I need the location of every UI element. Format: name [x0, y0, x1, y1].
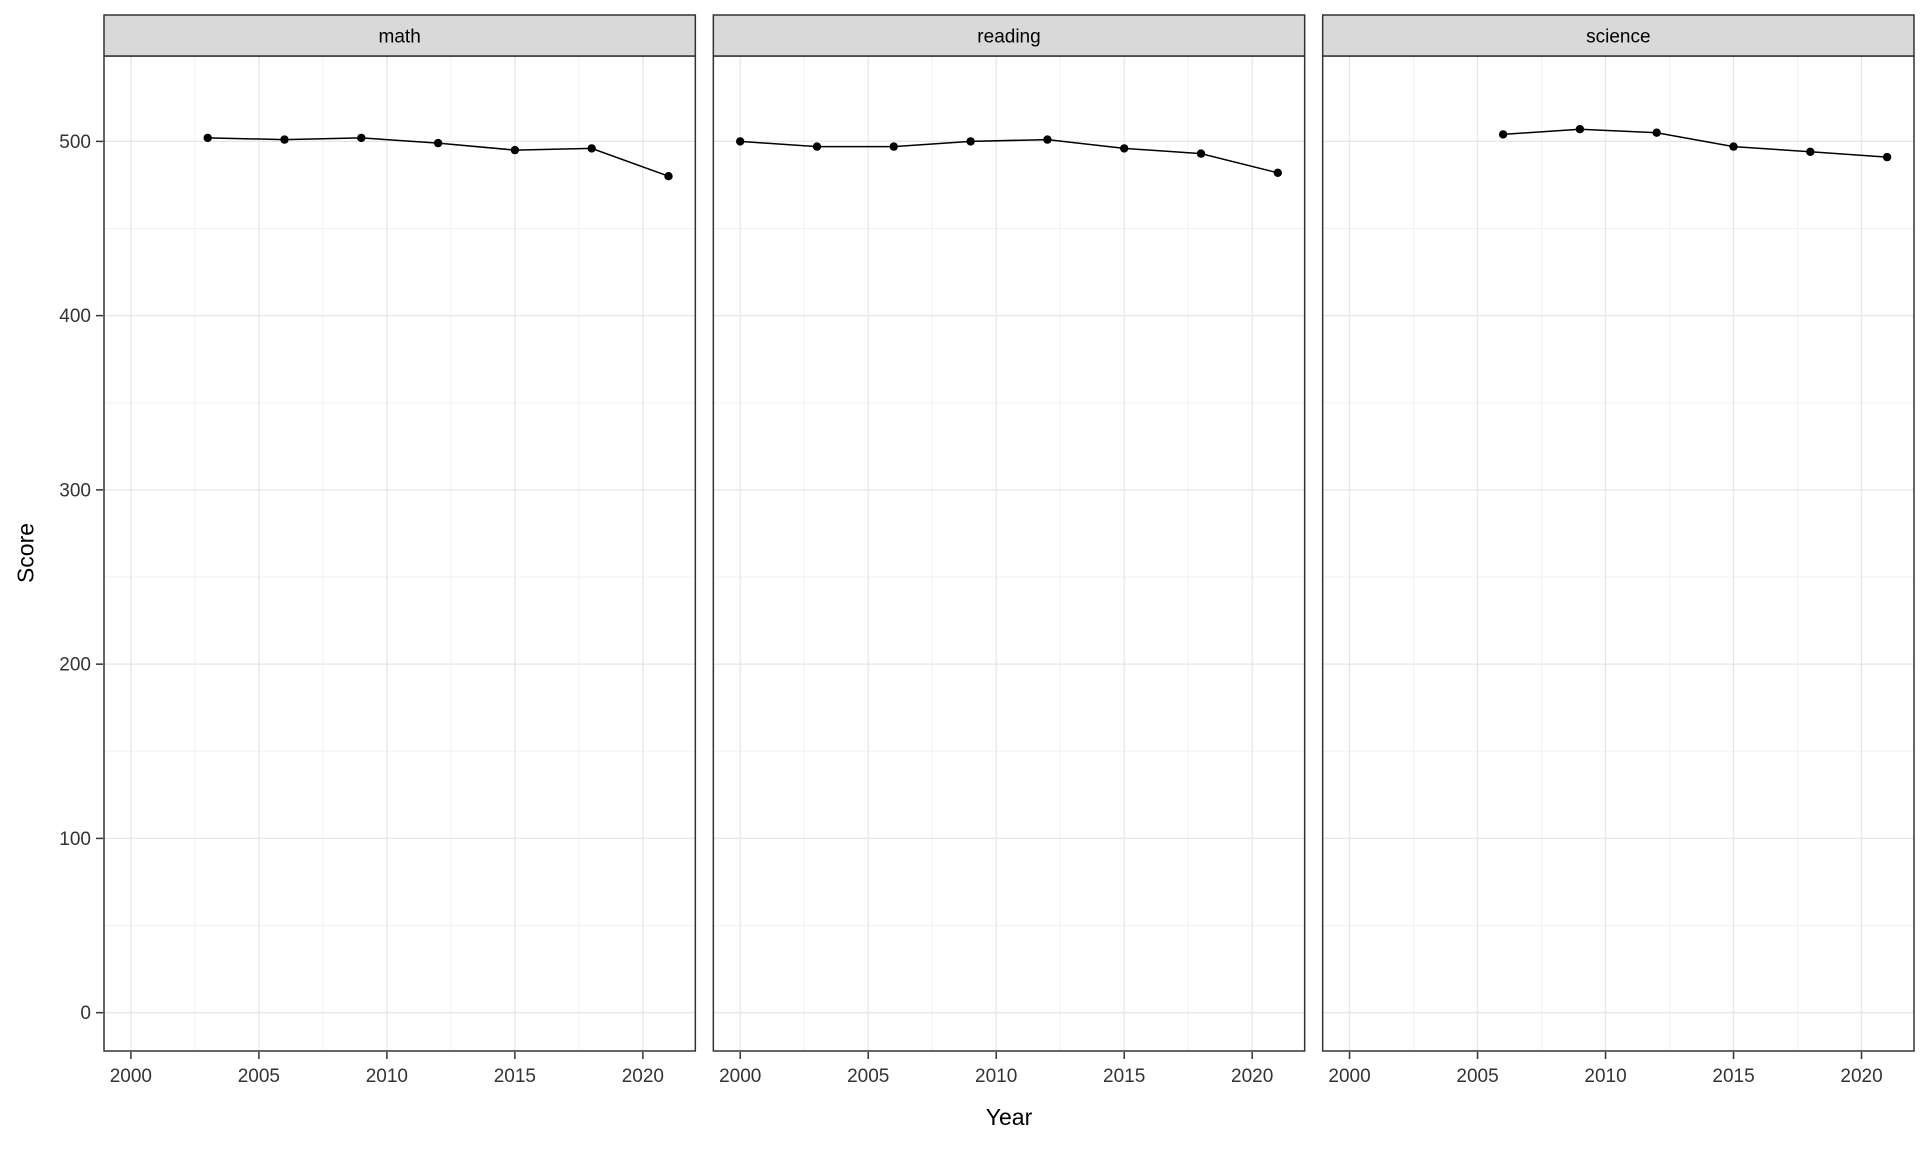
data-point	[1273, 168, 1283, 177]
y-tick-label: 100	[59, 829, 91, 850]
x-tick-label: 2010	[975, 1066, 1017, 1087]
x-tick-label: 2020	[622, 1066, 664, 1087]
data-point	[1043, 135, 1052, 144]
data-point	[433, 138, 443, 148]
x-tick-label: 2000	[110, 1066, 152, 1087]
y-tick-label: 500	[59, 132, 91, 153]
panel-background	[104, 56, 696, 1051]
x-axis-title: Year	[985, 1104, 1033, 1130]
facet-strip	[712, 14, 1306, 57]
x-tick-label: 2015	[1103, 1066, 1145, 1087]
data-point	[1196, 149, 1206, 158]
data-point	[280, 135, 289, 144]
data-point	[966, 137, 975, 146]
facet-panel-reading: reading 2000 2005 2010 2015 2020	[712, 14, 1306, 1087]
y-tick-label: 300	[59, 480, 91, 501]
data-point	[664, 172, 673, 181]
data-point	[1498, 130, 1508, 139]
x-tick-label: 2005	[238, 1066, 280, 1087]
facet-strip	[1321, 14, 1915, 57]
x-tick-label: 2020	[1840, 1066, 1882, 1087]
series-line	[740, 138, 1278, 174]
data-point	[1652, 128, 1661, 137]
panel-background	[713, 56, 1305, 1051]
data-point	[1120, 144, 1129, 153]
facet-panel-math: math 2000 2005 2010 2015 2020	[103, 14, 697, 1087]
x-tick-label: 2005	[847, 1066, 889, 1087]
data-point	[203, 133, 212, 143]
facet-strip-label: math	[379, 27, 421, 48]
data-point	[1806, 147, 1815, 156]
facet-panel-science: science 2000 2005 2010 2015 2020	[1321, 14, 1915, 1087]
data-point	[587, 144, 596, 153]
x-tick-label: 2005	[1456, 1066, 1498, 1087]
y-axis-title: Score	[12, 522, 39, 584]
facet-strip-label: science	[1586, 27, 1650, 48]
x-tick-label: 2010	[1584, 1066, 1626, 1087]
data-point	[510, 145, 520, 155]
data-point	[1575, 125, 1585, 134]
x-tick-label: 2015	[494, 1066, 536, 1087]
facet-strip	[103, 14, 697, 57]
y-tick-label: 200	[59, 655, 91, 676]
x-tick-label: 2000	[719, 1066, 761, 1087]
data-point	[812, 142, 822, 151]
x-tick-label: 2010	[366, 1066, 408, 1087]
y-tick-label: 0	[80, 1003, 91, 1024]
data-point	[1729, 142, 1738, 151]
facet-strip-label: reading	[977, 27, 1040, 48]
y-tick-label: 400	[59, 306, 91, 327]
data-point	[736, 137, 745, 146]
x-tick-label: 2015	[1712, 1066, 1754, 1087]
panel-background	[1322, 56, 1914, 1051]
x-tick-label: 2020	[1231, 1066, 1273, 1087]
data-point	[357, 133, 366, 143]
data-point	[1882, 152, 1892, 162]
data-point	[889, 142, 898, 151]
x-tick-label: 2000	[1328, 1066, 1370, 1087]
series-line	[1503, 128, 1888, 158]
